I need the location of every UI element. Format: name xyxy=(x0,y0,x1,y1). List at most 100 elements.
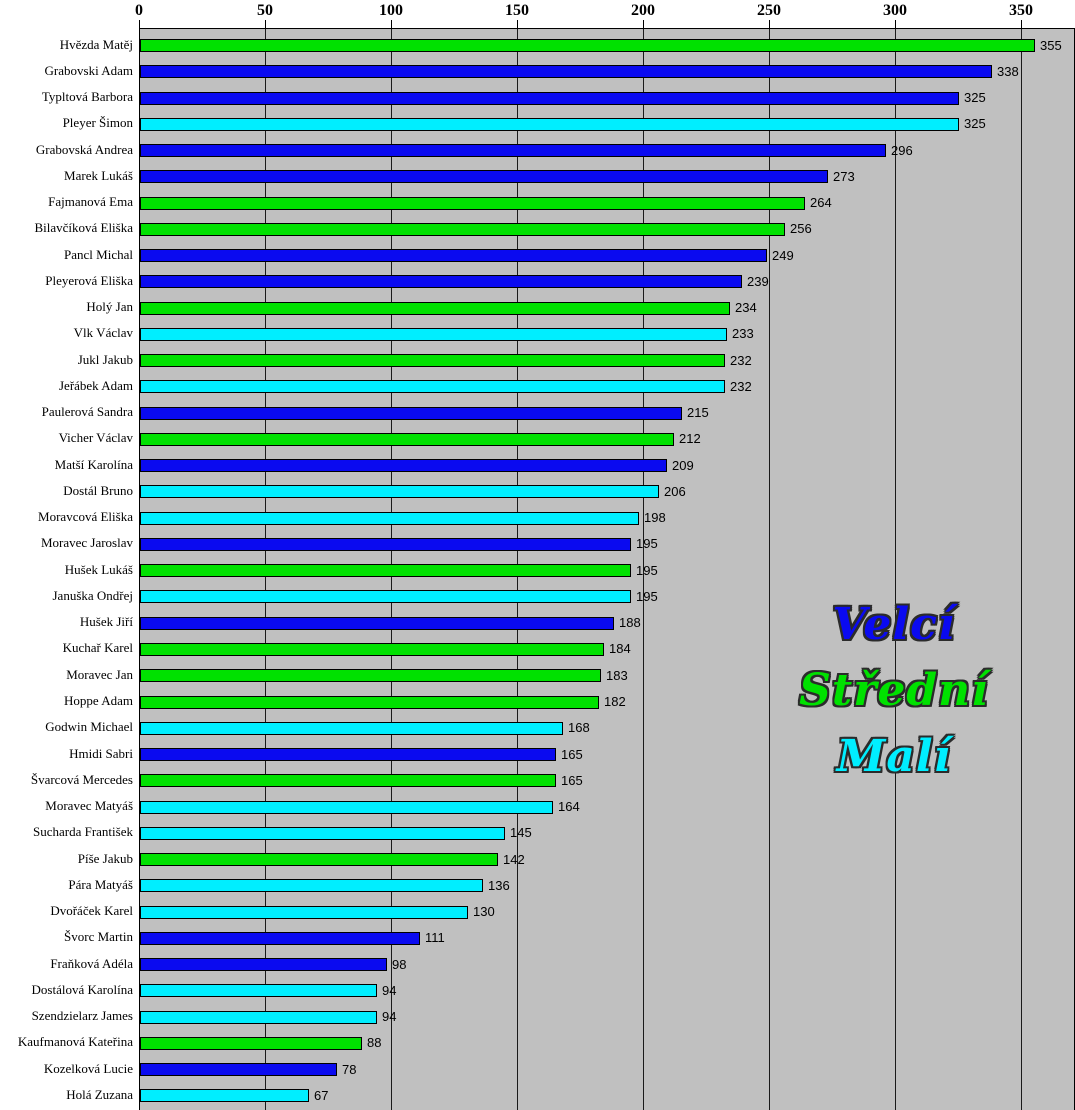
x-axis-tick-label: 250 xyxy=(757,2,781,19)
category-label: Marek Lukáš xyxy=(64,168,133,183)
bar-mali xyxy=(140,380,725,393)
value-label: 195 xyxy=(636,589,658,604)
x-axis-tick-mark xyxy=(769,20,770,29)
bar-stredni xyxy=(140,774,556,787)
category-label: Dostál Bruno xyxy=(63,483,133,498)
category-label: Jukl Jakub xyxy=(77,352,133,367)
category-label: Fraňková Adéla xyxy=(50,956,133,971)
value-label: 239 xyxy=(747,274,769,289)
category-label: Moravcová Eliška xyxy=(38,509,133,524)
category-label: Fajmanová Ema xyxy=(48,194,133,209)
category-label: Hoppe Adam xyxy=(64,693,133,708)
value-label: 168 xyxy=(568,720,590,735)
bar-mali xyxy=(140,906,468,919)
value-label: 325 xyxy=(964,116,986,131)
value-label: 145 xyxy=(510,825,532,840)
category-label: Pancl Michal xyxy=(64,247,133,262)
value-label: 130 xyxy=(473,904,495,919)
category-label: Januška Ondřej xyxy=(52,588,133,603)
x-axis-tick-mark xyxy=(1021,20,1022,29)
x-axis-tick-mark xyxy=(895,20,896,29)
bar-mali xyxy=(140,722,563,735)
bar-velci xyxy=(140,144,886,157)
bar-stredni xyxy=(140,354,725,367)
bar-stredni xyxy=(140,39,1035,52)
value-label: 209 xyxy=(672,458,694,473)
value-label: 165 xyxy=(561,747,583,762)
bar-mali xyxy=(140,1011,377,1024)
legend-item-stredni: Střední xyxy=(799,665,989,716)
value-label: 188 xyxy=(619,615,641,630)
bar-velci xyxy=(140,748,556,761)
bar-mali xyxy=(140,590,631,603)
value-label: 165 xyxy=(561,773,583,788)
gridline xyxy=(769,29,770,1110)
category-label: Dvořáček Karel xyxy=(50,903,133,918)
bar-velci xyxy=(140,538,631,551)
bar-stredni xyxy=(140,223,785,236)
category-label: Godwin Michael xyxy=(45,719,133,734)
x-axis-tick-label: 200 xyxy=(631,2,655,19)
category-label: Vicher Václav xyxy=(58,430,133,445)
bar-velci xyxy=(140,92,959,105)
category-label: Švarcová Mercedes xyxy=(30,772,133,787)
value-label: 183 xyxy=(606,668,628,683)
bar-mali xyxy=(140,485,659,498)
value-label: 164 xyxy=(558,799,580,814)
gridline xyxy=(895,29,896,1110)
category-label: Matší Karolína xyxy=(54,457,133,472)
category-label: Moravec Jaroslav xyxy=(40,535,133,550)
category-label: Kaufmanová Kateřina xyxy=(17,1034,133,1049)
category-label: Moravec Matyáš xyxy=(45,798,133,813)
bar-mali xyxy=(140,801,553,814)
x-axis-tick-mark xyxy=(139,20,140,29)
category-label: Švorc Martin xyxy=(64,929,133,944)
category-label: Moravec Jan xyxy=(66,667,133,682)
bar-velci xyxy=(140,249,767,262)
bar-mali xyxy=(140,118,959,131)
value-label: 94 xyxy=(382,1009,397,1024)
value-label: 273 xyxy=(833,169,855,184)
x-axis-tick-label: 100 xyxy=(379,2,403,19)
value-label: 142 xyxy=(503,852,525,867)
category-label: Hmidi Sabri xyxy=(69,746,133,761)
value-label: 195 xyxy=(636,563,658,578)
bar-stredni xyxy=(140,197,805,210)
gridline xyxy=(643,29,644,1110)
bar-velci xyxy=(140,958,387,971)
category-label: Dostálová Karolína xyxy=(31,982,133,997)
legend-item-velci: Velcí xyxy=(832,599,956,650)
bar-mali xyxy=(140,1089,309,1102)
x-axis-tick-label: 150 xyxy=(505,2,529,19)
category-label: Grabovski Adam xyxy=(44,63,133,78)
x-axis-tick-mark xyxy=(391,20,392,29)
bar-velci xyxy=(140,617,614,630)
category-label: Kozelková Lucie xyxy=(43,1061,133,1076)
category-label: Hvězda Matěj xyxy=(59,37,133,52)
bar-velci xyxy=(140,65,992,78)
value-label: 212 xyxy=(679,431,701,446)
x-axis-tick-label: 350 xyxy=(1009,2,1033,19)
value-label: 249 xyxy=(772,248,794,263)
category-label: Holá Zuzana xyxy=(66,1087,133,1102)
value-label: 338 xyxy=(997,64,1019,79)
x-axis-tick-mark xyxy=(643,20,644,29)
category-label: Sucharda František xyxy=(32,824,133,839)
category-label: Szendzielarz James xyxy=(31,1008,133,1023)
category-label: Pleyerová Eliška xyxy=(45,273,133,288)
value-label: 182 xyxy=(604,694,626,709)
bar-stredni xyxy=(140,433,674,446)
value-label: 206 xyxy=(664,484,686,499)
category-label: Jeřábek Adam xyxy=(58,378,133,393)
category-label: Pleyer Šimon xyxy=(62,115,133,130)
bar-stredni xyxy=(140,302,730,315)
value-label: 325 xyxy=(964,90,986,105)
bar-velci xyxy=(140,275,742,288)
bar-velci xyxy=(140,407,682,420)
value-label: 78 xyxy=(342,1062,357,1077)
value-label: 98 xyxy=(392,957,407,972)
value-label: 355 xyxy=(1040,38,1062,53)
category-label: Paulerová Sandra xyxy=(41,404,133,419)
x-axis-tick-mark xyxy=(517,20,518,29)
